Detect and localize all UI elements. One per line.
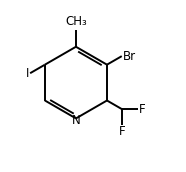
Text: N: N bbox=[72, 114, 80, 127]
Text: F: F bbox=[139, 103, 145, 116]
Text: Br: Br bbox=[123, 50, 136, 63]
Text: F: F bbox=[119, 126, 126, 138]
Text: CH₃: CH₃ bbox=[65, 15, 87, 28]
Text: I: I bbox=[26, 67, 29, 80]
